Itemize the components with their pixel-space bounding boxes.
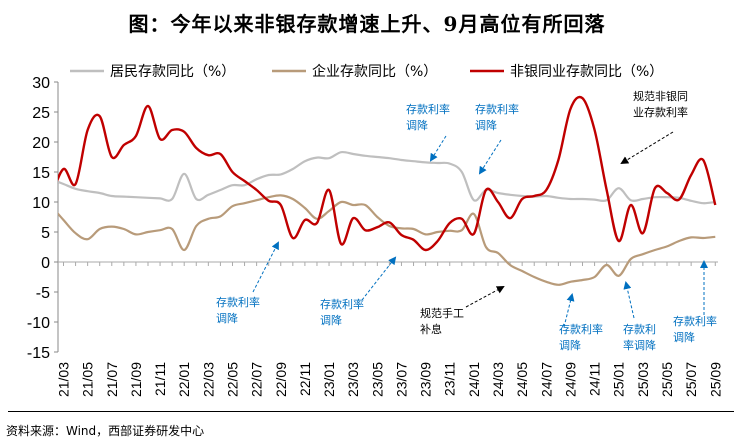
y-tick-label: -15	[27, 345, 50, 362]
annotation-text: 调降	[559, 338, 581, 352]
source-note: 资料来源：Wind，西部证券研发中心	[6, 424, 205, 438]
x-tick-label: 23/09	[418, 362, 434, 397]
y-tick-label: 0	[41, 255, 50, 272]
annotation-arrow	[252, 241, 279, 293]
x-tick-label: 25/03	[635, 362, 651, 397]
x-tick-label: 24/09	[562, 362, 578, 397]
x-tick-label: 22/03	[200, 362, 216, 397]
annotation-text: 存款利	[623, 322, 656, 336]
x-tick-label: 24/07	[538, 362, 554, 397]
divider	[8, 411, 734, 412]
y-tick-label: 15	[32, 165, 50, 182]
series-line-3	[58, 95, 717, 252]
y-tick-label: -5	[36, 285, 50, 302]
annotation-arrow	[465, 286, 505, 308]
chart-title: 图：今年以来非银存款增速上升、9月高位有所回落	[128, 12, 606, 36]
annotation-text: 调降	[673, 330, 695, 344]
annotation-text: 率调降	[623, 338, 656, 352]
annotation-text: 调降	[320, 313, 342, 327]
annotation-text: 存款利率	[559, 322, 603, 336]
annotation-arrow	[361, 256, 397, 301]
x-tick-label: 22/11	[297, 362, 313, 396]
x-tick-label: 21/09	[128, 362, 144, 397]
annotation-text: 存款利率	[475, 102, 519, 116]
x-tick-label: 24/11	[587, 362, 603, 396]
annotation-text: 业存款利率	[633, 105, 688, 119]
x-tick-label: 23/07	[393, 362, 409, 397]
x-tick-label: 25/07	[683, 362, 699, 397]
series-line-1	[58, 150, 716, 205]
series-line-2	[58, 194, 716, 286]
x-tick-label: 21/07	[104, 362, 120, 397]
y-tick-label: 30	[32, 75, 50, 92]
annotation-text: 调降	[216, 311, 238, 325]
y-tick-label: 20	[32, 135, 50, 152]
annotation-text: 存款利率	[406, 102, 450, 116]
x-tick-label: 23/11	[442, 362, 458, 396]
y-tick-label: 25	[32, 105, 50, 122]
series-group	[58, 95, 717, 286]
annotation-text: 规范非银同	[633, 89, 688, 103]
annotation-text: 存款利率	[673, 314, 717, 328]
annotation-arrow	[429, 135, 447, 162]
legend-label: 非银同业存款同比（%）	[510, 64, 663, 80]
annotation-text: 规范手工	[420, 306, 464, 320]
x-tick-label: 25/05	[659, 362, 675, 397]
x-tick-label: 21/03	[56, 362, 72, 397]
annotation-arrow	[478, 139, 502, 175]
y-tick-label: -10	[27, 315, 50, 332]
x-tick-label: 24/01	[466, 362, 482, 397]
y-tick-label: 10	[32, 195, 50, 212]
x-tick-label: 23/01	[321, 362, 337, 397]
annotation-arrow	[623, 281, 635, 319]
x-tick-label: 25/01	[611, 362, 627, 397]
x-tick-label: 23/03	[345, 362, 361, 397]
x-tick-label: 25/09	[707, 362, 723, 397]
x-tick-label: 21/05	[80, 362, 96, 397]
x-tick-label: 22/01	[176, 362, 192, 397]
x-tick-label: 22/05	[224, 362, 240, 397]
x-tick-label: 23/05	[369, 362, 385, 397]
annotation-text: 存款利率	[216, 295, 260, 309]
annotation-arrow	[620, 131, 674, 165]
x-tick-label: 22/07	[249, 362, 265, 397]
x-tick-label: 24/05	[514, 362, 530, 397]
x-tick-label: 21/11	[152, 362, 168, 396]
legend-label: 企业存款同比（%）	[312, 63, 437, 80]
annotation-text: 存款利率	[320, 297, 364, 311]
legend-label: 居民存款同比（%）	[110, 64, 235, 80]
annotation-text: 调降	[406, 118, 428, 132]
x-tick-label: 22/09	[273, 362, 289, 397]
annotation-text: 补息	[420, 322, 442, 336]
annotation-arrow	[563, 293, 575, 328]
annotation-text: 调降	[475, 118, 497, 132]
x-tick-label: 24/03	[490, 362, 506, 397]
y-tick-label: 5	[41, 225, 50, 242]
